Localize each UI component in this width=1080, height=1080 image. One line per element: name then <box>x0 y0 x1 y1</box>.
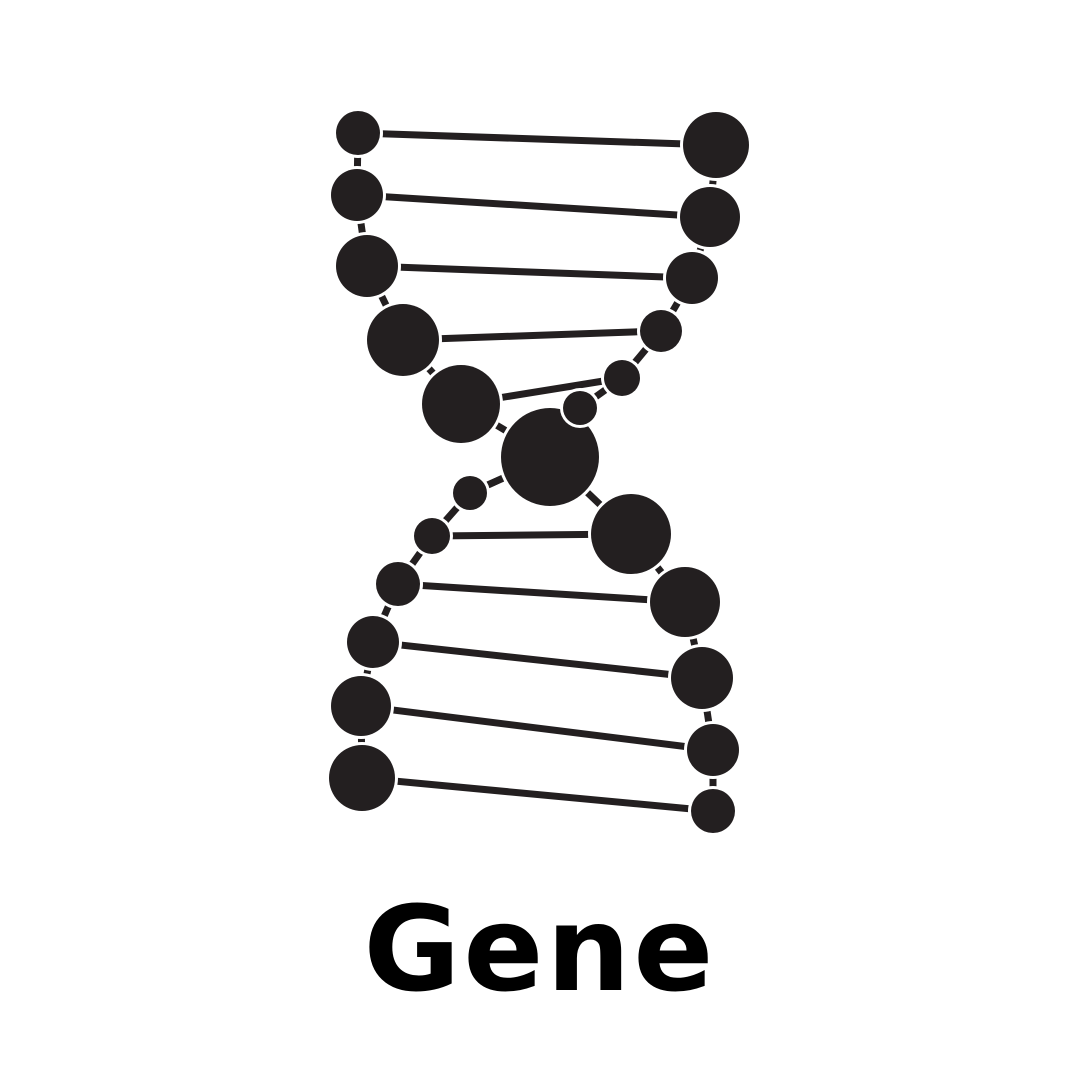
nucleotide-nodes <box>326 108 752 836</box>
nucleotide-node <box>336 235 398 297</box>
nucleotide-node <box>604 360 640 396</box>
nucleotide-node <box>336 111 380 155</box>
dna-helix-icon <box>326 108 752 836</box>
nucleotide-node <box>347 616 399 668</box>
gene-caption: Gene <box>363 880 717 1018</box>
nucleotide-node <box>640 310 682 352</box>
nucleotide-node <box>650 567 720 637</box>
nucleotide-node <box>414 518 450 554</box>
nucleotide-node <box>563 391 597 425</box>
nucleotide-node <box>331 676 391 736</box>
nucleotide-node <box>501 408 599 506</box>
nucleotide-node <box>687 724 739 776</box>
nucleotide-node <box>329 745 395 811</box>
nucleotide-node <box>591 494 671 574</box>
base-pair-rung <box>397 580 686 606</box>
nucleotide-node <box>422 365 500 443</box>
nucleotide-node <box>453 476 487 510</box>
nucleotide-node <box>683 112 749 178</box>
base-pair-rung <box>357 129 717 149</box>
nucleotide-node <box>680 187 740 247</box>
base-pair-rung <box>356 191 711 221</box>
nucleotide-node <box>376 562 420 606</box>
base-pair-rung <box>402 327 662 344</box>
nucleotide-node <box>671 647 733 709</box>
nucleotide-node <box>331 169 383 221</box>
nucleotide-node <box>367 304 439 376</box>
base-pair-rung <box>360 702 714 754</box>
base-pair-rung <box>366 262 693 282</box>
base-pair-rung <box>372 638 703 682</box>
nucleotide-node <box>691 789 735 833</box>
nucleotide-node <box>666 252 718 304</box>
base-pair-rung <box>361 774 714 815</box>
